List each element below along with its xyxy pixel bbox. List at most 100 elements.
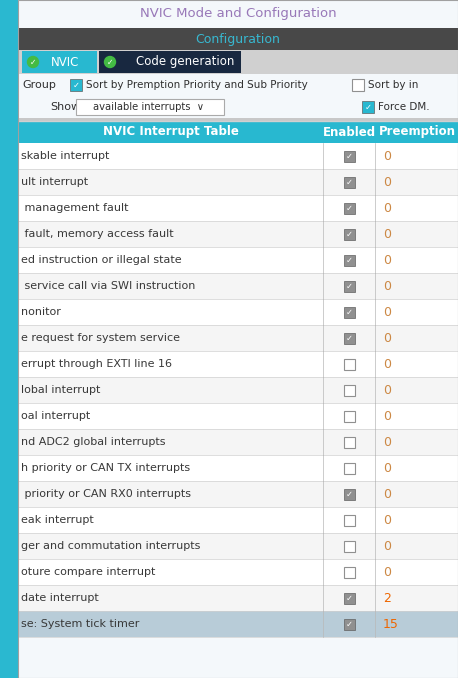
- Bar: [344, 462, 354, 473]
- Text: 0: 0: [383, 306, 391, 319]
- Text: management fault: management fault: [21, 203, 129, 213]
- Text: 2: 2: [383, 591, 391, 605]
- Text: lobal interrupt: lobal interrupt: [21, 385, 100, 395]
- Bar: [344, 593, 354, 603]
- Bar: [18, 299, 323, 325]
- Text: ✓: ✓: [345, 620, 353, 629]
- Bar: [18, 533, 323, 559]
- Bar: [323, 533, 375, 559]
- Text: ✓: ✓: [345, 593, 353, 603]
- Text: oture compare interrupt: oture compare interrupt: [21, 567, 155, 577]
- Bar: [375, 507, 458, 533]
- Bar: [18, 96, 458, 118]
- Text: Group: Group: [22, 80, 56, 90]
- Bar: [18, 221, 323, 247]
- Bar: [18, 377, 323, 403]
- Bar: [18, 28, 458, 50]
- Text: 0: 0: [383, 487, 391, 500]
- Bar: [344, 540, 354, 551]
- Bar: [18, 143, 323, 169]
- Bar: [344, 176, 354, 188]
- Bar: [18, 50, 458, 74]
- Text: ✓: ✓: [345, 229, 353, 239]
- Bar: [344, 489, 354, 500]
- Bar: [375, 299, 458, 325]
- Bar: [375, 325, 458, 351]
- Bar: [323, 169, 375, 195]
- Bar: [375, 559, 458, 585]
- Bar: [76, 99, 224, 115]
- Bar: [18, 455, 323, 481]
- Bar: [18, 403, 323, 429]
- Text: ✓: ✓: [345, 334, 353, 342]
- Text: Configuration: Configuration: [196, 33, 280, 45]
- Bar: [323, 325, 375, 351]
- Bar: [18, 611, 323, 637]
- Text: ✓: ✓: [345, 281, 353, 290]
- Text: ✓: ✓: [345, 203, 353, 212]
- Text: nonitor: nonitor: [21, 307, 61, 317]
- Bar: [18, 121, 323, 143]
- Text: nd ADC2 global interrupts: nd ADC2 global interrupts: [21, 437, 165, 447]
- Text: Show: Show: [50, 102, 80, 112]
- Bar: [344, 228, 354, 239]
- Text: se: System tick timer: se: System tick timer: [21, 619, 139, 629]
- Text: priority or CAN RX0 interrupts: priority or CAN RX0 interrupts: [21, 489, 191, 499]
- Text: 0: 0: [383, 540, 391, 553]
- Bar: [18, 273, 323, 299]
- Text: Code generation: Code generation: [136, 56, 234, 68]
- Bar: [18, 325, 323, 351]
- Text: ✓: ✓: [345, 490, 353, 498]
- Bar: [375, 143, 458, 169]
- Text: 0: 0: [383, 150, 391, 163]
- Bar: [375, 169, 458, 195]
- Bar: [375, 273, 458, 299]
- Bar: [323, 559, 375, 585]
- Bar: [375, 481, 458, 507]
- Text: NVIC Interrupt Table: NVIC Interrupt Table: [103, 125, 239, 138]
- Text: errupt through EXTI line 16: errupt through EXTI line 16: [21, 359, 172, 369]
- Bar: [323, 247, 375, 273]
- Bar: [18, 195, 323, 221]
- Bar: [323, 507, 375, 533]
- Text: Sort by in: Sort by in: [368, 80, 418, 90]
- Text: Force DM.: Force DM.: [378, 102, 430, 112]
- Text: 0: 0: [383, 228, 391, 241]
- Bar: [375, 533, 458, 559]
- Bar: [375, 611, 458, 637]
- Bar: [344, 306, 354, 317]
- Text: ult interrupt: ult interrupt: [21, 177, 88, 187]
- Bar: [375, 377, 458, 403]
- Text: eak interrupt: eak interrupt: [21, 515, 94, 525]
- Circle shape: [27, 56, 38, 68]
- Bar: [344, 384, 354, 395]
- Text: 0: 0: [383, 332, 391, 344]
- Bar: [323, 143, 375, 169]
- Text: 0: 0: [383, 176, 391, 188]
- Bar: [22, 51, 97, 73]
- Circle shape: [104, 56, 115, 68]
- Bar: [323, 585, 375, 611]
- Bar: [344, 618, 354, 629]
- Bar: [375, 221, 458, 247]
- Bar: [375, 455, 458, 481]
- Bar: [344, 515, 354, 525]
- Bar: [323, 429, 375, 455]
- Text: ger and commutation interrupts: ger and commutation interrupts: [21, 541, 201, 551]
- Text: fault, memory access fault: fault, memory access fault: [21, 229, 174, 239]
- Bar: [344, 151, 354, 161]
- Text: 0: 0: [383, 357, 391, 370]
- Text: 0: 0: [383, 513, 391, 527]
- Text: date interrupt: date interrupt: [21, 593, 99, 603]
- Bar: [344, 359, 354, 370]
- Bar: [18, 507, 323, 533]
- Bar: [18, 637, 458, 678]
- Bar: [18, 169, 323, 195]
- Text: 0: 0: [383, 435, 391, 449]
- Text: ✓: ✓: [107, 58, 113, 66]
- Text: service call via SWI instruction: service call via SWI instruction: [21, 281, 196, 291]
- Bar: [323, 273, 375, 299]
- Bar: [18, 481, 323, 507]
- Bar: [344, 410, 354, 422]
- Bar: [18, 559, 323, 585]
